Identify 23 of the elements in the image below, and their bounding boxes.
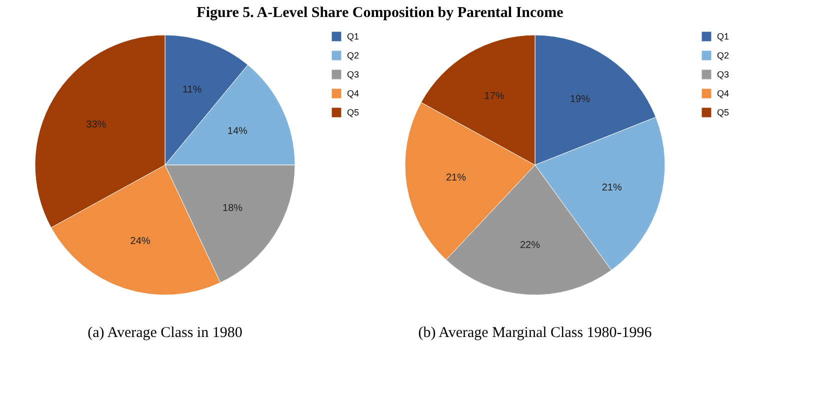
data-label: 33% (86, 119, 106, 130)
legend-label: Q3 (347, 70, 360, 80)
legend-label: Q1 (717, 32, 730, 42)
legend-label: Q5 (347, 108, 360, 118)
data-label: 21% (602, 182, 622, 194)
data-label: 21% (446, 172, 466, 184)
chart-title: Figure 5. A-Level Share Composition by Parental Income (196, 5, 564, 21)
data-label: 24% (130, 236, 150, 248)
legend-label: Q5 (717, 108, 730, 118)
legend-label: Q2 (347, 50, 360, 60)
legend-label: Q2 (717, 50, 730, 60)
data-label: 17% (484, 91, 504, 102)
legend-label: Q3 (717, 70, 730, 80)
data-label: 22% (520, 240, 540, 251)
text: (b) Average Marginal Class 1980-1996 (418, 325, 652, 341)
text: (a) Average Class in 1980 (88, 325, 242, 341)
legend-label: Q1 (347, 32, 360, 42)
data-label: 11% (182, 84, 202, 96)
legend-label: Q4 (347, 88, 360, 98)
data-label: 18% (222, 202, 243, 214)
data-label: 14% (227, 126, 248, 137)
data-label: 19% (570, 94, 590, 105)
legend-label: Q4 (717, 88, 730, 98)
